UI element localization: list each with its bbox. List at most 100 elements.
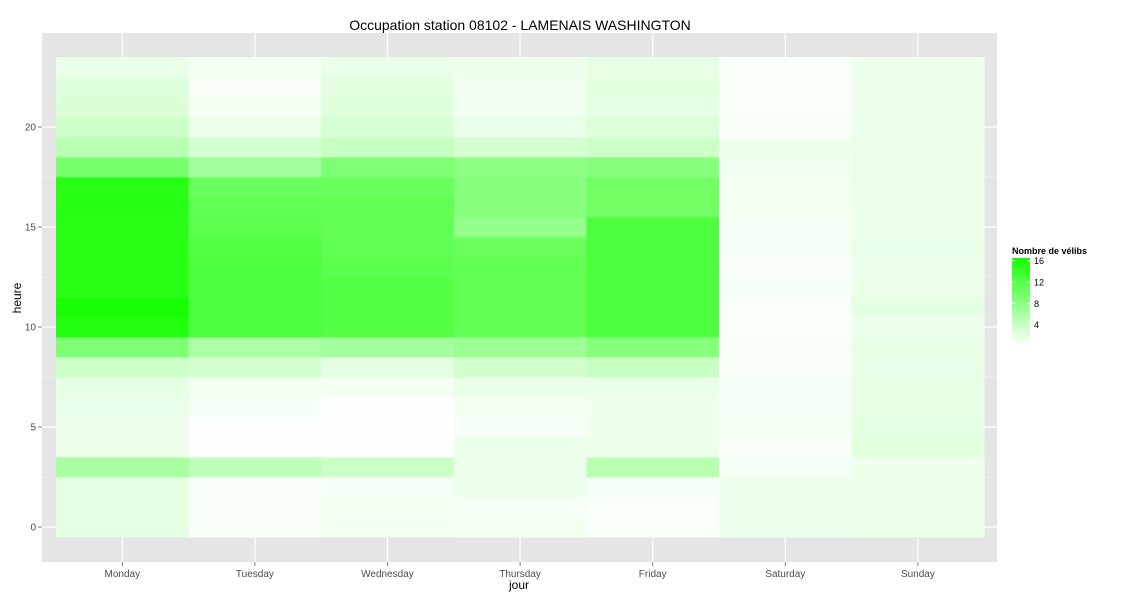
- heatmap-tile: [188, 97, 322, 118]
- heatmap-tile: [188, 377, 322, 398]
- heatmap-tile: [56, 457, 189, 478]
- heatmap-tiles: [56, 57, 985, 538]
- heatmap-tile: [188, 57, 322, 78]
- heatmap-tile: [188, 517, 322, 538]
- heatmap-tile: [321, 417, 455, 438]
- heatmap-tile: [453, 417, 587, 438]
- heatmap-tile: [56, 77, 189, 98]
- heatmap-tile: [719, 477, 852, 498]
- heatmap-tile: [321, 97, 455, 118]
- heatmap-tile: [719, 497, 852, 518]
- heatmap-tile: [56, 217, 189, 238]
- heatmap-tile: [453, 297, 587, 318]
- heatmap-tile: [719, 397, 852, 418]
- heatmap-tile: [586, 57, 720, 78]
- heatmap-tile: [586, 237, 720, 258]
- legend-ticks: 4 8 12 16: [1012, 256, 1044, 330]
- heatmap-tile: [188, 297, 322, 318]
- heatmap-tile: [321, 317, 455, 338]
- heatmap-tile: [586, 157, 720, 178]
- heatmap-tile: [453, 357, 587, 378]
- heatmap-tile: [586, 477, 720, 498]
- heatmap-tile: [851, 317, 985, 338]
- heatmap-tile: [56, 337, 189, 358]
- heatmap-tile: [321, 237, 455, 258]
- heatmap-tile: [321, 137, 455, 158]
- heatmap-tile: [453, 257, 587, 278]
- heatmap-tile: [586, 277, 720, 298]
- heatmap-tile: [719, 357, 852, 378]
- heatmap-tile: [453, 77, 587, 98]
- heatmap-tile: [851, 97, 985, 118]
- heatmap-tile: [851, 177, 985, 198]
- heatmap-tile: [321, 397, 455, 418]
- heatmap-tile: [719, 137, 852, 158]
- heatmap-tile: [851, 157, 985, 178]
- legend-color-bar: [1012, 258, 1030, 346]
- heatmap-tile: [719, 257, 852, 278]
- heatmap-tile: [56, 497, 189, 518]
- heatmap-tile: [851, 217, 985, 238]
- heatmap-tile: [321, 497, 455, 518]
- heatmap-tile: [586, 437, 720, 458]
- heatmap-tile: [56, 517, 189, 538]
- heatmap-tile: [851, 497, 985, 518]
- heatmap-tile: [56, 297, 189, 318]
- heatmap-tile: [586, 317, 720, 338]
- heatmap-tile: [188, 237, 322, 258]
- heatmap-tile: [453, 97, 587, 118]
- heatmap-tile: [851, 277, 985, 298]
- heatmap-tile: [719, 277, 852, 298]
- heatmap-tile: [188, 337, 322, 358]
- heatmap-tile: [321, 117, 455, 138]
- heatmap-tile: [188, 257, 322, 278]
- heatmap-tile: [321, 377, 455, 398]
- heatmap-tile: [321, 437, 455, 458]
- legend-tick-label: 8: [1034, 299, 1039, 309]
- heatmap-tile: [586, 337, 720, 358]
- legend-tick-label: 16: [1034, 256, 1044, 266]
- heatmap-tile: [586, 137, 720, 158]
- heatmap-tile: [851, 397, 985, 418]
- y-tick-label: 5: [30, 423, 36, 434]
- heatmap-tile: [719, 237, 852, 258]
- heatmap-tile: [719, 437, 852, 458]
- heatmap-tile: [851, 197, 985, 218]
- heatmap-tile: [719, 517, 852, 538]
- heatmap-tile: [188, 157, 322, 178]
- heatmap-tile: [851, 457, 985, 478]
- heatmap-tile: [851, 57, 985, 78]
- heatmap-tile: [453, 437, 587, 458]
- heatmap-tile: [586, 417, 720, 438]
- heatmap-tile: [453, 117, 587, 138]
- heatmap-tile: [321, 57, 455, 78]
- heatmap-tile: [586, 297, 720, 318]
- y-axis-label: heure: [10, 282, 24, 313]
- heatmap-tile: [56, 377, 189, 398]
- y-tick-label: 20: [25, 123, 37, 134]
- heatmap-tile: [321, 177, 455, 198]
- heatmap-tile: [719, 197, 852, 218]
- heatmap-tile: [851, 337, 985, 358]
- heatmap-tile: [56, 397, 189, 418]
- heatmap-tile: [453, 337, 587, 358]
- heatmap-tile: [453, 157, 587, 178]
- y-axis: 0 5 10 15 20: [25, 123, 42, 534]
- x-tick-label: Thursday: [499, 569, 541, 580]
- heatmap-tile: [719, 417, 852, 438]
- heatmap-tile: [453, 397, 587, 418]
- x-tick-label: Saturday: [765, 569, 805, 580]
- heatmap-tile: [719, 457, 852, 478]
- heatmap-tile: [56, 197, 189, 218]
- heatmap-tile: [56, 117, 189, 138]
- heatmap-tile: [56, 277, 189, 298]
- chart-title: Occupation station 08102 - LAMENAIS WASH…: [349, 17, 691, 33]
- heatmap-tile: [56, 237, 189, 258]
- heatmap-tile: [453, 197, 587, 218]
- heatmap-tile: [321, 517, 455, 538]
- heatmap-tile: [851, 137, 985, 158]
- heatmap-tile: [719, 317, 852, 338]
- heatmap-tile: [321, 337, 455, 358]
- heatmap-tile: [719, 117, 852, 138]
